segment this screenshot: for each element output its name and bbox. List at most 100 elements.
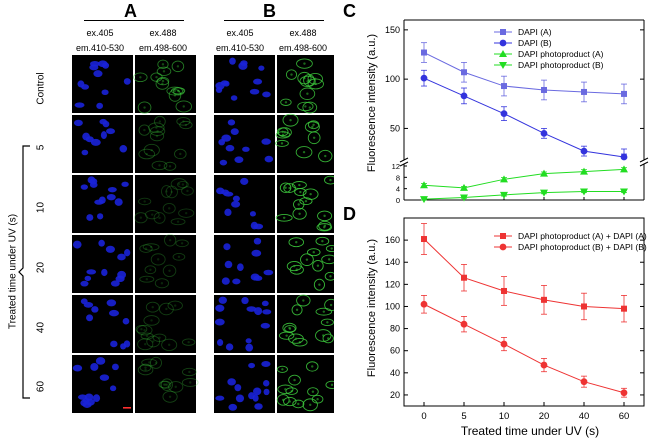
chart-c-point xyxy=(501,83,507,90)
chart-c-ytick-label: 0 xyxy=(396,196,400,205)
chart-d-xtick-label: 60 xyxy=(619,411,630,422)
chart-c-point xyxy=(541,86,547,93)
chart-c-point xyxy=(460,194,468,202)
chart-d-point xyxy=(461,274,467,281)
chart-c-point xyxy=(420,74,428,82)
chart-c-line-1 xyxy=(423,77,625,158)
chart-d-xtick-label: 0 xyxy=(421,411,426,422)
chart-d-point xyxy=(540,361,548,369)
chart-c-point xyxy=(461,69,467,76)
chart-c-series-1 xyxy=(420,69,628,161)
chart-c-point xyxy=(580,147,588,155)
chart-c-legend-label-3: DAPI photoproduct (B) xyxy=(518,60,604,70)
chart-d-point xyxy=(421,236,427,243)
chart-c-line-3 xyxy=(423,191,624,200)
chart-c-point xyxy=(581,88,587,95)
micro-tile-r4-c3 xyxy=(277,294,334,353)
chart-c-ytick-label: 50 xyxy=(390,123,400,133)
micro-tile-r0-c2 xyxy=(214,55,275,113)
chart-d-point xyxy=(620,389,628,397)
chart-c-point xyxy=(540,169,548,177)
chart-c-point xyxy=(500,110,508,118)
row-label-control: Control xyxy=(35,72,47,105)
chart-c-series-2 xyxy=(420,165,628,191)
chart-c-legend-label-2: DAPI photoproduct (A) xyxy=(518,49,604,59)
chart-c-ytick-label: 8 xyxy=(396,173,400,182)
chart-c-point xyxy=(621,90,627,97)
chart-d-ytick-label: 100 xyxy=(385,301,400,311)
chart-d-xtick-label: 5 xyxy=(461,411,466,422)
chart-c-ytick-label: 150 xyxy=(385,25,400,35)
chart-c-series-0 xyxy=(421,42,627,105)
micro-tile-r2-c2 xyxy=(214,175,275,233)
chart-c-point xyxy=(421,49,427,56)
micro-tile-r3-c2 xyxy=(214,235,275,293)
chart-c-point xyxy=(620,165,628,173)
chart-d-frame xyxy=(403,217,645,407)
panel-letter-c: C xyxy=(343,1,356,21)
chart-d-legend-label-0: DAPI photoproduct (A) + DAPI (A) xyxy=(518,231,647,241)
chart-d-legend-label-1: DAPI photoproduct (B) + DAPI (B) xyxy=(518,242,647,252)
micro-tile-r0-c0 xyxy=(72,55,133,113)
panel-letter-b: B xyxy=(263,1,276,21)
chart-c-ytick-label: 100 xyxy=(385,74,400,84)
chart-d-point xyxy=(621,305,627,312)
scale-bar xyxy=(123,407,131,409)
micro-tile-r4-c1 xyxy=(135,295,196,353)
micro-tile-r2-c1 xyxy=(134,175,196,233)
side-bracket xyxy=(18,145,30,399)
chart-c-line-2 xyxy=(423,168,625,189)
micro-tile-r2-c3 xyxy=(275,175,334,233)
chart-d-legend-marker-1 xyxy=(499,243,507,251)
micro-tile-r1-c2 xyxy=(214,115,275,173)
chart-c-ytick-label: 4 xyxy=(396,185,400,194)
chart-d-point xyxy=(581,303,587,310)
chart-d-ytick-label: 40 xyxy=(390,368,400,378)
micro-tile-r5-c0 xyxy=(72,355,133,413)
col-header-1: ex.405 em.410-530 xyxy=(75,28,125,53)
chart-d-xtick-label: 20 xyxy=(539,411,550,422)
chart-d-ytick-label: 20 xyxy=(390,390,400,400)
micro-tile-r3-c0 xyxy=(72,235,133,293)
chart-c-point xyxy=(420,196,428,204)
chart-d-ytick-label: 140 xyxy=(385,257,400,267)
chart-d-point xyxy=(500,340,508,348)
chart-d-point xyxy=(501,287,507,294)
chart-d-point xyxy=(420,300,428,308)
chart-d-xtick-label: 10 xyxy=(499,411,510,422)
chart-c-legend-marker-0 xyxy=(500,29,506,35)
chart-c-point xyxy=(540,189,548,197)
chart-c-series-3 xyxy=(420,188,628,204)
chart-d-xtick-label: 40 xyxy=(579,411,590,422)
col-header-3: ex.405 em.410-530 xyxy=(215,28,265,53)
micro-tile-r0-c1 xyxy=(133,55,196,114)
micro-tile-r2-c0 xyxy=(72,175,133,233)
chart-c-legend-marker-2 xyxy=(499,50,507,57)
chart-c-break-mark xyxy=(399,157,409,163)
chart-d-point xyxy=(541,296,547,303)
micro-tile-r5-c3 xyxy=(276,355,334,413)
chart-d-series-0 xyxy=(421,223,627,323)
chart-c-break-mark xyxy=(639,157,649,163)
micro-tile-r1-c1 xyxy=(135,115,196,173)
chart-d-ylabel: Fluorescence intensity (a.u.) xyxy=(366,238,378,378)
chart-c-point xyxy=(500,191,508,199)
chart-d-point xyxy=(460,320,468,328)
chart-c-ylabel: Fluorescence intensity (a.u.) xyxy=(366,33,378,173)
chart-c-point xyxy=(420,181,428,189)
chart-c-point xyxy=(460,183,468,191)
micro-tile-r1-c0 xyxy=(72,115,133,173)
micro-tile-r3-c3 xyxy=(277,235,334,293)
micro-tile-r1-c3 xyxy=(275,113,334,173)
col-header-4: ex.488 em.498-600 xyxy=(278,28,328,53)
chart-c-line-0 xyxy=(423,52,625,95)
chart-c-legend-marker-1 xyxy=(499,39,507,47)
panel-letter-d: D xyxy=(343,204,356,224)
chart-c-ytick-label: 12 xyxy=(392,162,400,171)
chart-d-ytick-label: 60 xyxy=(390,346,400,356)
chart-d-point xyxy=(580,378,588,386)
chart-c-legend-label-0: DAPI (A) xyxy=(518,27,552,37)
panel-letter-a: A xyxy=(124,1,137,21)
chart-c-legend-marker-3 xyxy=(499,62,507,69)
